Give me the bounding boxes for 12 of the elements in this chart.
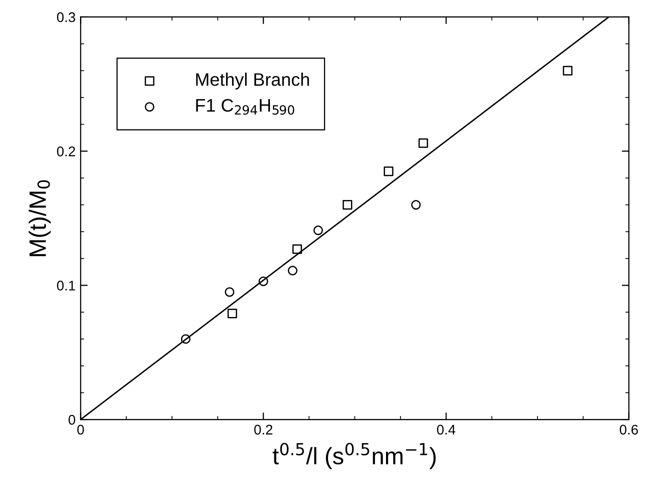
y-tick-label: 0 [68,414,76,425]
x-tick-label: 0 [77,424,84,435]
y-tick-label: 0.1 [57,280,76,291]
y-tick-label: 0.2 [57,146,76,156]
x-tick-label: 0.4 [437,424,456,435]
x-axis-title: t$^{0.5}$/l (s$^{0.5}$nm$^{−1}$) [272,442,436,470]
x-tick-label: 0.2 [254,424,272,435]
x-tick-label: 0.6 [620,424,638,435]
y-tick-label: 0.3 [57,12,76,22]
y-axis-title: M(t)/M$_{0}$ [28,180,51,256]
legend-label: F1 C$_{294}$H$_{590}$ [196,98,294,115]
legend-label: Methyl Branch [196,72,309,90]
